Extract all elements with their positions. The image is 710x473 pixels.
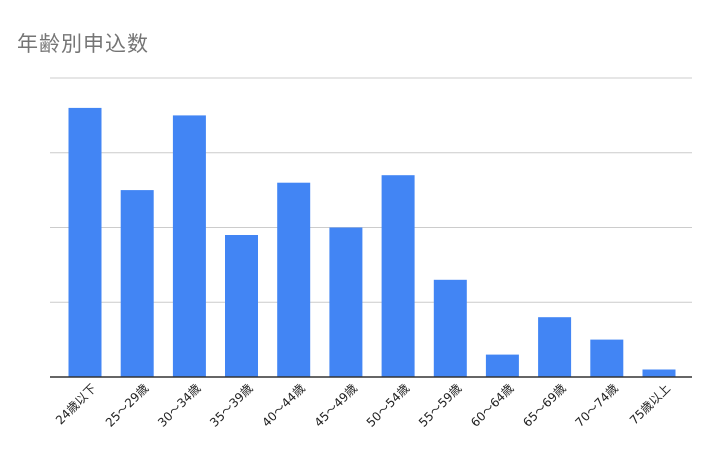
x-tick-label: 70〜74歳 (572, 381, 620, 429)
bar (485, 354, 519, 377)
bar (277, 182, 311, 377)
bar (225, 235, 258, 377)
bar (590, 339, 624, 377)
x-tick-labels: 24歳以下 25〜29歳 30〜34歳 35〜39歳 40〜44歳 45〜49歳 50〜54… (53, 381, 673, 429)
x-tick-label: 50〜54歳 (364, 381, 412, 429)
bars (68, 107, 676, 378)
bar (642, 369, 676, 377)
x-tick-label: 24歳以下 (53, 381, 99, 427)
x-tick-label: 60〜64歳 (468, 381, 516, 429)
x-tick-label: 45〜49歳 (312, 381, 360, 429)
x-tick-label: 35〜39歳 (207, 381, 255, 429)
x-tick-label: 25〜29歳 (103, 381, 151, 429)
bar (120, 190, 154, 377)
x-tick-label: 65〜69歳 (520, 381, 568, 429)
bar (68, 107, 102, 378)
chart-title: 年齢別申込数 (17, 32, 149, 56)
bar (433, 279, 467, 377)
gridlines (50, 77, 692, 303)
x-tick-label: 40〜44歳 (259, 381, 307, 429)
x-tick-label: 55〜59歳 (416, 381, 464, 429)
x-tick-label: 75歳以上 (627, 381, 673, 427)
bar (329, 227, 363, 377)
bar (172, 115, 206, 378)
bar (381, 175, 415, 377)
x-tick-label: 30〜34歳 (155, 381, 203, 429)
bar (538, 317, 572, 377)
